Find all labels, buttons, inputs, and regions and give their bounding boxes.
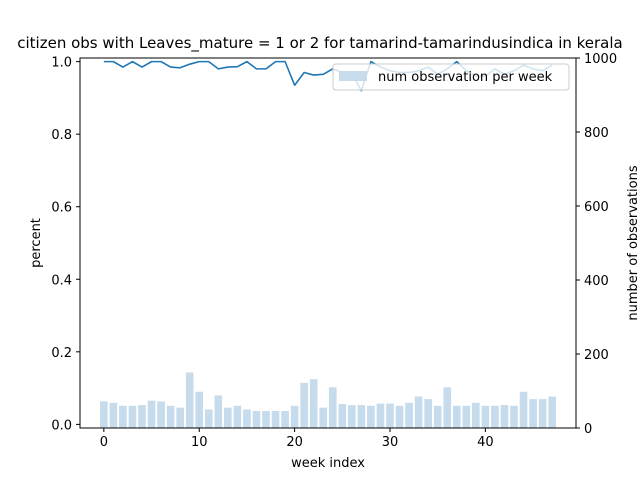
bar: [185, 372, 194, 428]
bar: [348, 405, 356, 428]
bar: [128, 405, 137, 428]
bar: [290, 405, 299, 428]
y2-tick-label: 200: [584, 348, 609, 363]
bar: [538, 399, 547, 428]
y2-tick-label: 400: [584, 274, 609, 289]
bar: [443, 387, 452, 428]
legend-label: num observation per week: [378, 70, 553, 85]
chart-title: citizen obs with Leaves_mature = 1 or 2 …: [17, 34, 622, 53]
legend: num observation per week: [332, 63, 570, 91]
bar: [243, 409, 251, 428]
legend-box: [332, 63, 570, 91]
bar: [519, 391, 528, 428]
bar-series: [100, 372, 556, 428]
bar: [472, 402, 480, 428]
bar: [176, 407, 184, 428]
bar: [109, 402, 118, 428]
bar: [405, 402, 413, 428]
x-tick-label: 0: [100, 435, 108, 450]
bar: [386, 403, 394, 428]
bar: [281, 410, 289, 428]
y-tick-label: 1.0: [51, 56, 72, 71]
bar: [500, 405, 509, 428]
bar: [100, 401, 108, 428]
bar: [300, 382, 308, 428]
bar: [138, 405, 146, 428]
bar: [195, 391, 204, 428]
bar: [462, 405, 471, 428]
bar: [433, 405, 442, 428]
y-tick-label: 0.0: [51, 418, 72, 433]
bar: [491, 405, 499, 428]
bar: [233, 405, 242, 428]
bar: [328, 387, 337, 428]
y2-axis-label: number of observations: [626, 165, 640, 320]
bar: [166, 405, 175, 428]
bar: [309, 379, 318, 428]
legend-swatch: [339, 71, 367, 81]
axes: 0 10 20 30 40 0.0 0.2 0.4 0.6 0.8 1.0 0 200 400 600 800…: [51, 52, 617, 450]
bar: [119, 405, 127, 428]
bar: [338, 403, 347, 428]
bar: [319, 407, 328, 428]
bar: [271, 410, 280, 428]
bar: [414, 396, 423, 428]
x-tick-label: 30: [382, 435, 399, 450]
bar: [147, 400, 156, 428]
bar: [214, 395, 223, 428]
y2-tick-label: 800: [584, 126, 609, 141]
y-tick-label: 0.8: [51, 128, 72, 143]
y2-tick-label: 1000: [584, 52, 617, 67]
bar: [204, 409, 213, 428]
y-tick-label: 0.4: [51, 273, 72, 288]
bar: [252, 410, 261, 428]
y2-tick-label: 600: [584, 200, 609, 215]
bar: [262, 410, 270, 428]
bar: [529, 399, 537, 428]
bar: [395, 405, 404, 428]
bar: [548, 396, 556, 428]
y-axis-label: percent: [29, 218, 44, 268]
bar: [367, 405, 375, 428]
bar: [510, 405, 518, 428]
bar: [157, 401, 165, 428]
bar: [481, 405, 490, 428]
y-tick-label: 0.6: [51, 201, 72, 216]
x-axis-label: week index: [291, 456, 365, 471]
bar: [224, 407, 232, 428]
x-tick-label: 10: [191, 435, 208, 450]
bar: [452, 405, 461, 428]
y2-tick-label: 0: [584, 422, 592, 437]
x-tick-label: 20: [286, 435, 303, 450]
plot-frame: [79, 57, 577, 429]
bar: [376, 403, 385, 428]
bar: [357, 405, 366, 428]
y-tick-label: 0.2: [51, 346, 72, 361]
bar: [424, 399, 432, 428]
x-tick-label: 40: [477, 435, 494, 450]
